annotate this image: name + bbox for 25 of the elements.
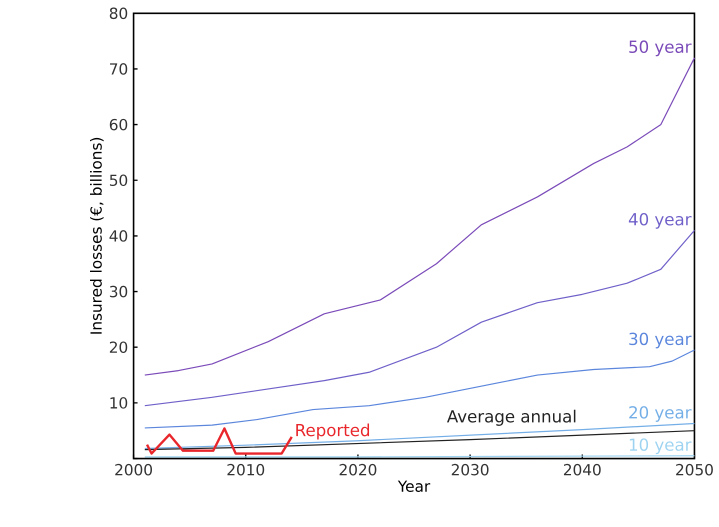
series-label: 20 year (629, 406, 692, 422)
y-tick-label: 70 (110, 63, 128, 75)
y-tick-label: 50 (110, 174, 128, 186)
series-label: 40 year (628, 212, 692, 229)
y-tick-label: 10 (110, 396, 128, 408)
y-tick-label: 40 (110, 230, 128, 242)
y-tick-label: 60 (110, 118, 128, 130)
x-tick-label: 2050 (676, 464, 713, 476)
series-label: 10 year (630, 438, 692, 454)
x-tick-label: 2010 (227, 464, 264, 476)
x-tick-label: 2030 (452, 464, 489, 476)
x-tick-label: 2020 (340, 464, 376, 476)
y-axis-title: Insured losses (€, billions) (90, 138, 104, 334)
line-series (146, 427, 293, 455)
series-label: 50 year (629, 40, 692, 56)
series-label: Average annual (446, 410, 576, 426)
series-label: 30 year (629, 332, 692, 348)
y-tick-label: 80 (110, 7, 128, 19)
x-axis-title: Year (398, 480, 430, 492)
x-tick-label: 2040 (564, 464, 601, 476)
y-tick-label: 30 (110, 286, 128, 298)
x-tick-label: 2000 (115, 464, 152, 476)
line-series (144, 57, 696, 376)
y-tick-label: 20 (110, 341, 128, 353)
series-label: Reported (296, 423, 370, 440)
